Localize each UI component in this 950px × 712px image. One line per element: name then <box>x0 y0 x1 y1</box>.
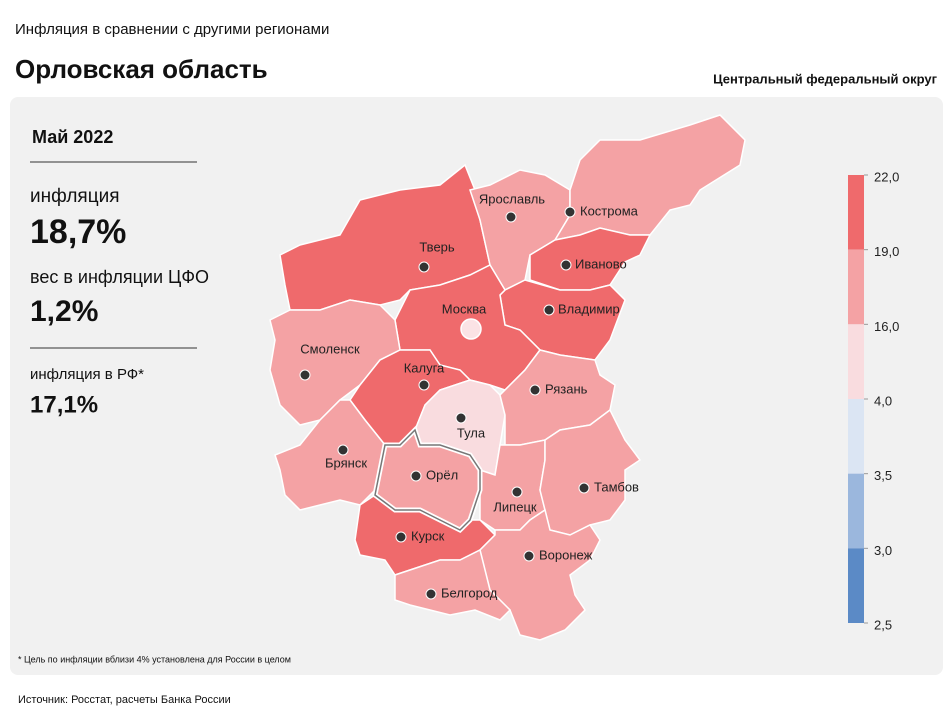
region <box>394 548 512 621</box>
city-marker <box>578 482 590 494</box>
region-label: Москва <box>442 301 487 316</box>
region-label: Тамбов <box>594 479 639 494</box>
rf-value: 17,1% <box>30 391 98 418</box>
legend-label: 22,0 <box>874 169 899 184</box>
weight-label: вес в инфляции ЦФО <box>30 267 209 287</box>
rf-label: инфляция в РФ* <box>30 366 144 383</box>
legend-label: 4,0 <box>874 393 892 408</box>
region-label: Липецк <box>493 499 537 514</box>
city-marker <box>529 384 541 396</box>
city-marker <box>337 444 349 456</box>
legend-band <box>848 249 864 325</box>
region-label: Владимир <box>558 301 620 316</box>
region-label: Белгород <box>441 585 498 600</box>
inflation-value: 18,7% <box>30 213 126 251</box>
city-marker <box>543 304 555 316</box>
legend-label: 3,0 <box>874 543 892 558</box>
regions <box>269 114 746 641</box>
labels: Тверь Ярославль Кострома Иваново Владимир Мос… <box>299 191 639 600</box>
city-marker <box>523 550 535 562</box>
legend-band <box>848 473 864 549</box>
region-label: Брянск <box>325 455 367 470</box>
city-marker <box>564 206 576 218</box>
region <box>529 227 652 291</box>
city-marker <box>418 379 430 391</box>
city-marker <box>455 412 467 424</box>
region-label: Тверь <box>419 239 455 254</box>
legend-band <box>848 324 864 399</box>
city-marker <box>511 486 523 498</box>
legend-band <box>848 399 864 474</box>
selected-outline <box>374 428 481 531</box>
city-marker <box>505 211 517 223</box>
city-marker <box>425 588 437 600</box>
region-label: Калуга <box>404 360 445 375</box>
inflation-label: инфляция <box>30 186 119 207</box>
region <box>274 399 386 511</box>
region-label: Воронеж <box>539 547 593 562</box>
region-label: Орёл <box>426 467 458 482</box>
capital-marker <box>460 318 482 340</box>
region-label: Иваново <box>575 256 627 271</box>
region-label: Тула <box>457 425 486 440</box>
legend-band <box>848 175 864 250</box>
legend-label: 16,0 <box>874 319 899 334</box>
legend-band <box>848 548 864 623</box>
subtitle: Инфляция в сравнении с другими регионами <box>15 21 329 38</box>
weight-value: 1,2% <box>30 295 98 328</box>
city-marker <box>395 531 407 543</box>
period: Май 2022 <box>32 127 113 147</box>
region <box>539 408 642 536</box>
region-label: Ярославль <box>479 191 545 206</box>
city-marker <box>418 261 430 273</box>
legend-label: 3,5 <box>874 468 892 483</box>
legend-label: 19,0 <box>874 244 899 259</box>
source: Источник: Росстат, расчеты Банка России <box>18 694 231 706</box>
region-label: Курск <box>411 528 445 543</box>
city-marker <box>299 369 311 381</box>
city-marker <box>560 259 572 271</box>
legend-label: 2,5 <box>874 617 892 632</box>
district: Центральный федеральный округ <box>713 71 937 86</box>
title: Орловская область <box>15 54 268 84</box>
region-label: Кострома <box>580 203 639 218</box>
region-label: Рязань <box>545 381 588 396</box>
city-marker <box>410 470 422 482</box>
region-label: Смоленск <box>300 341 360 356</box>
footnote: * Цель по инфляции вблизи 4% установлена… <box>18 654 291 664</box>
